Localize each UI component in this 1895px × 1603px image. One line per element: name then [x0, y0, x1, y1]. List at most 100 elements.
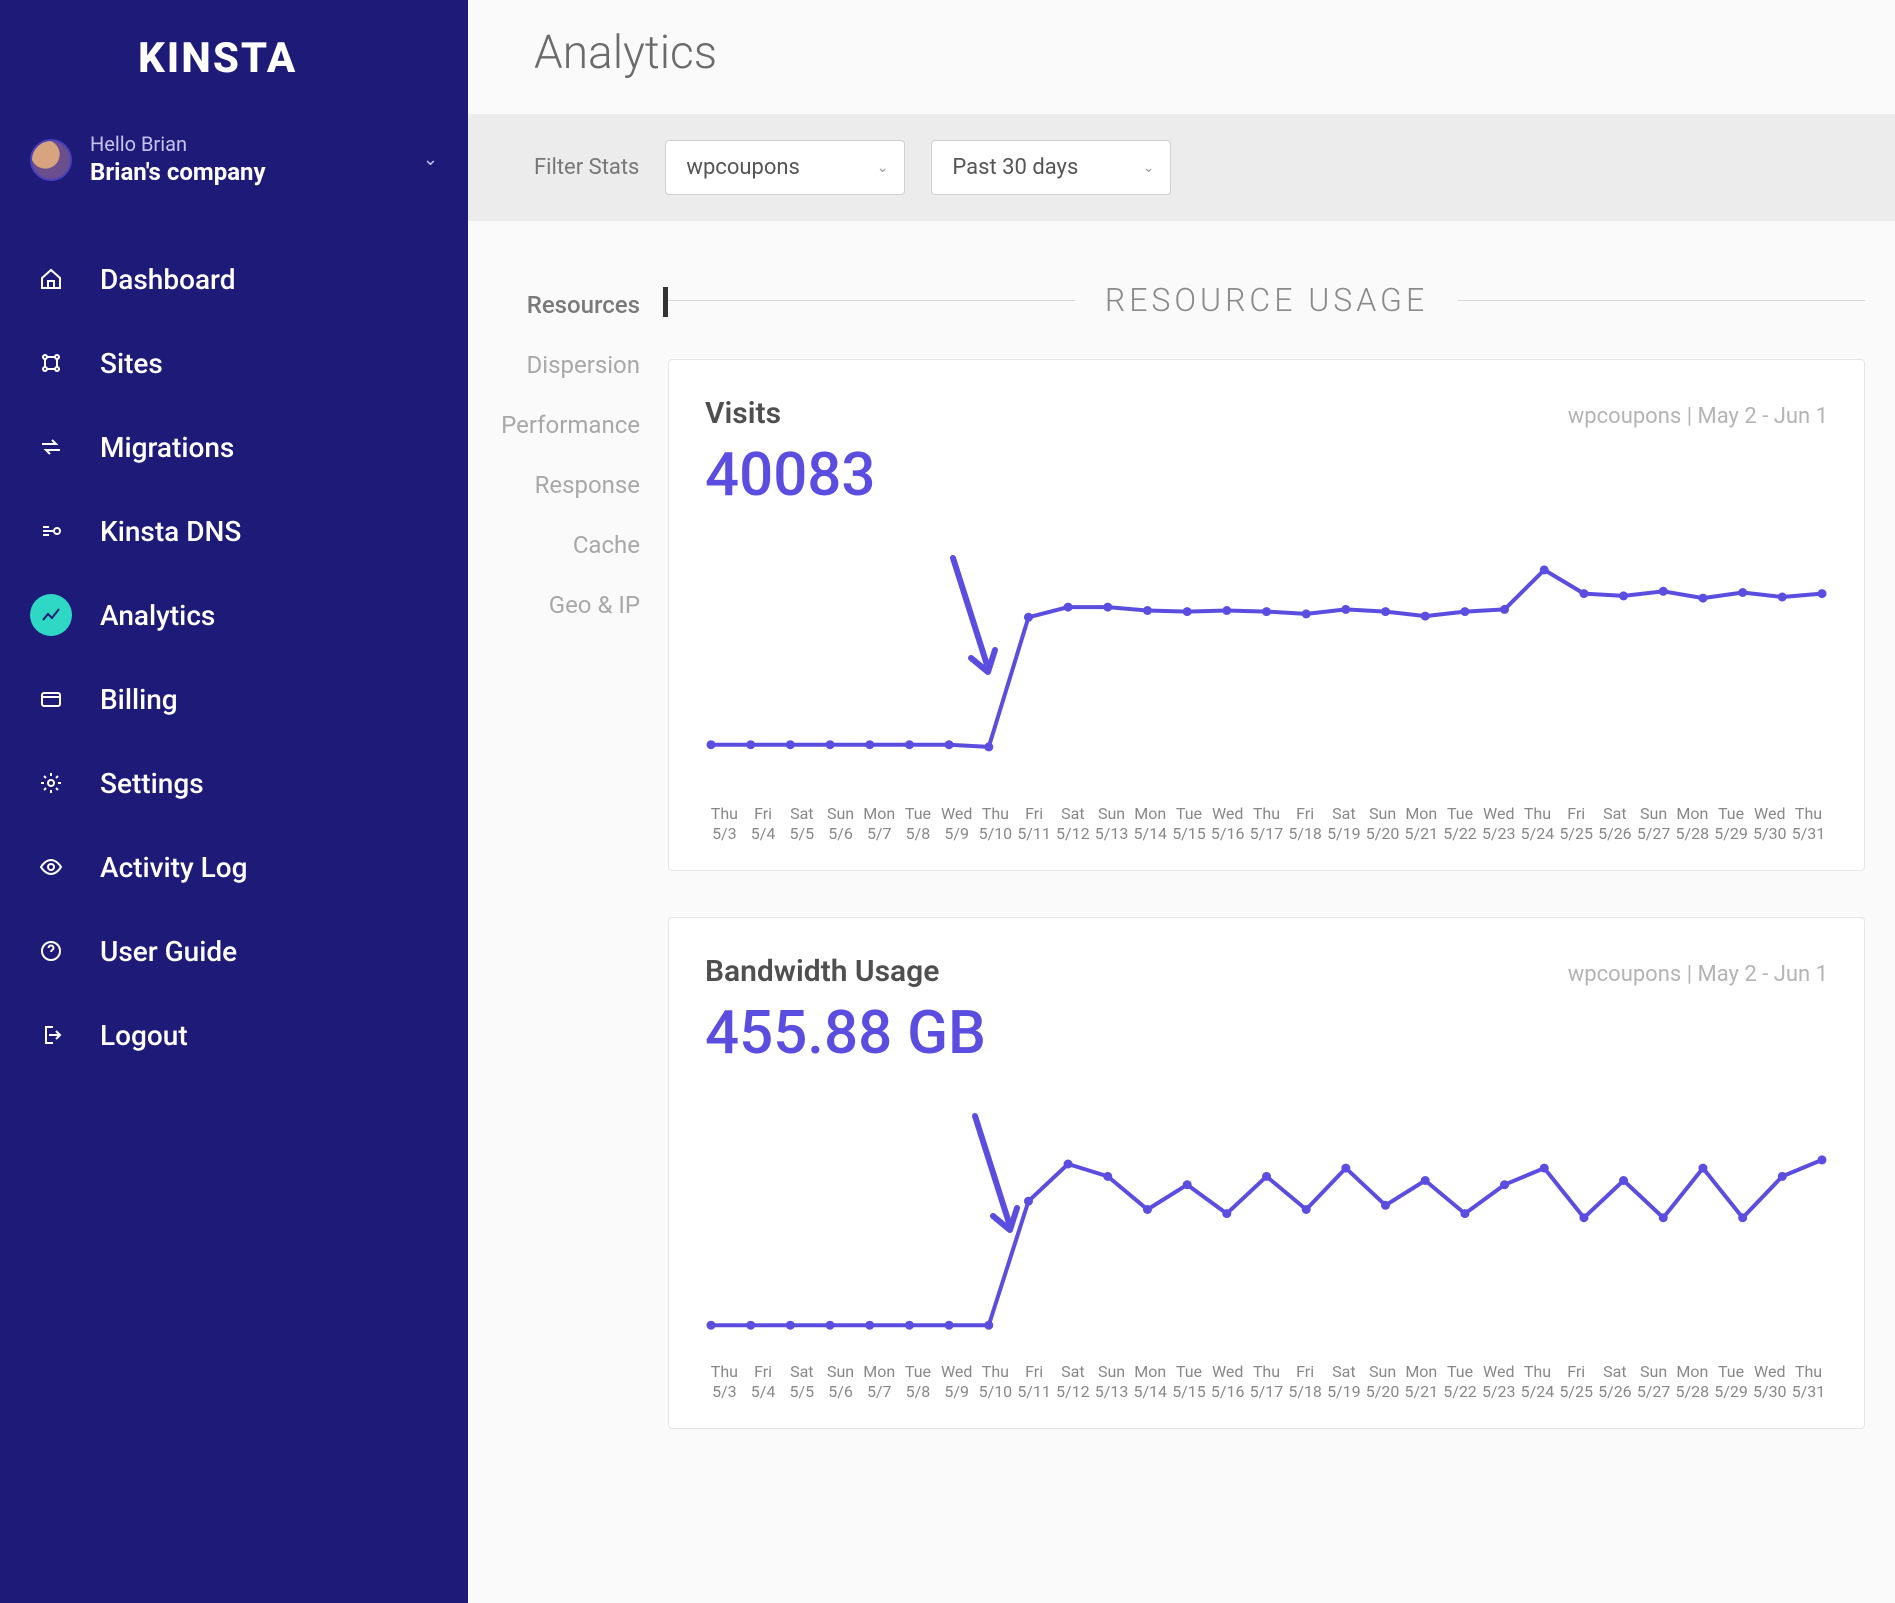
axis-tick: Mon5/21 — [1402, 1362, 1441, 1402]
visits-meta: wpcoupons | May 2 - Jun 1 — [1568, 404, 1828, 429]
chevron-down-icon: ⌄ — [877, 160, 889, 176]
user-greeting: Hello Brian — [90, 131, 405, 157]
sidebar-item-label: Migrations — [100, 431, 234, 464]
axis-tick: Wed5/23 — [1479, 1362, 1518, 1402]
axis-tick: Wed5/9 — [937, 804, 976, 844]
chevron-down-icon: ⌄ — [1143, 160, 1155, 176]
axis-tick: Tue5/8 — [899, 804, 938, 844]
axis-tick: Fri5/18 — [1286, 804, 1325, 844]
account-switcher[interactable]: Hello Brian Brian's company ⌄ — [0, 113, 468, 218]
axis-tick: Mon5/7 — [860, 804, 899, 844]
sidebar-item-label: Settings — [100, 767, 204, 800]
sidebar-item-analytics[interactable]: Analytics — [0, 574, 468, 656]
sidebar-item-dashboard[interactable]: Dashboard — [0, 238, 468, 320]
axis-tick: Sun5/13 — [1092, 804, 1131, 844]
divider — [668, 300, 1075, 301]
axis-tick: Fri5/25 — [1557, 1362, 1596, 1402]
avatar — [30, 139, 72, 181]
migrate-icon — [30, 426, 72, 468]
axis-tick: Thu5/31 — [1789, 1362, 1828, 1402]
axis-tick: Sun5/6 — [821, 1362, 860, 1402]
axis-tick: Sun5/20 — [1363, 804, 1402, 844]
axis-tick: Mon5/7 — [860, 1362, 899, 1402]
subnav-item-performance[interactable]: Performance — [501, 411, 640, 439]
axis-tick: Fri5/11 — [1015, 1362, 1054, 1402]
bandwidth-card: Bandwidth Usage wpcoupons | May 2 - Jun … — [668, 917, 1865, 1429]
axis-tick: Sun5/27 — [1634, 804, 1673, 844]
user-company: Brian's company — [90, 157, 405, 188]
sidebar-item-billing[interactable]: Billing — [0, 658, 468, 740]
axis-tick: Mon5/14 — [1131, 1362, 1170, 1402]
subnav-item-geoip[interactable]: Geo & IP — [549, 591, 640, 619]
sidebar-item-label: Kinsta DNS — [100, 515, 241, 548]
visits-card: Visits wpcoupons | May 2 - Jun 1 40083 T… — [668, 359, 1865, 871]
bandwidth-chart: Thu5/3Fri5/4Sat5/5Sun5/6Mon5/7Tue5/8Wed5… — [705, 1096, 1828, 1402]
sites-icon — [30, 342, 72, 384]
axis-tick: Sun5/6 — [821, 804, 860, 844]
sidebar-item-guide[interactable]: User Guide — [0, 910, 468, 992]
sidebar-item-migrations[interactable]: Migrations — [0, 406, 468, 488]
sidebar-item-settings[interactable]: Settings — [0, 742, 468, 824]
axis-tick: Sat5/26 — [1596, 1362, 1635, 1402]
sidebar-item-label: Dashboard — [100, 263, 235, 296]
axis-tick: Mon5/14 — [1131, 804, 1170, 844]
axis-tick: Thu5/24 — [1518, 1362, 1557, 1402]
axis-tick: Wed5/9 — [937, 1362, 976, 1402]
sidebar-item-sites[interactable]: Sites — [0, 322, 468, 404]
axis-tick: Fri5/11 — [1015, 804, 1054, 844]
axis-tick: Tue5/22 — [1441, 1362, 1480, 1402]
sidebar-item-label: User Guide — [100, 935, 237, 968]
analytics-icon — [30, 594, 72, 636]
chevron-down-icon: ⌄ — [423, 149, 438, 170]
panel-area: RESOURCE USAGE Visits wpcoupons | May 2 … — [668, 281, 1895, 1603]
axis-tick: Wed5/30 — [1750, 804, 1789, 844]
bandwidth-value: 455.88 GB — [705, 997, 1828, 1068]
sidebar-item-label: Activity Log — [100, 851, 248, 884]
subnav-item-cache[interactable]: Cache — [573, 531, 640, 559]
site-select[interactable]: wpcoupons ⌄ — [665, 140, 905, 195]
axis-tick: Tue5/8 — [899, 1362, 938, 1402]
eye-icon — [30, 846, 72, 888]
axis-tick: Sun5/13 — [1092, 1362, 1131, 1402]
sidebar-item-activity[interactable]: Activity Log — [0, 826, 468, 908]
axis-tick: Sat5/5 — [782, 804, 821, 844]
axis-tick: Fri5/4 — [744, 804, 783, 844]
axis-tick: Tue5/29 — [1712, 804, 1751, 844]
axis-tick: Fri5/18 — [1286, 1362, 1325, 1402]
axis-tick: Wed5/23 — [1479, 804, 1518, 844]
axis-tick: Thu5/17 — [1247, 804, 1286, 844]
site-select-value: wpcoupons — [686, 155, 799, 180]
divider — [1458, 300, 1865, 301]
bandwidth-title: Bandwidth Usage — [705, 954, 939, 989]
period-select[interactable]: Past 30 days ⌄ — [931, 140, 1171, 195]
axis-tick: Sat5/19 — [1325, 1362, 1364, 1402]
visits-title: Visits — [705, 396, 781, 431]
logout-icon — [30, 1014, 72, 1056]
page-title: Analytics — [468, 0, 1895, 114]
card-icon — [30, 678, 72, 720]
axis-tick: Thu5/31 — [1789, 804, 1828, 844]
axis-tick: Sat5/5 — [782, 1362, 821, 1402]
sidebar-item-logout[interactable]: Logout — [0, 994, 468, 1076]
analytics-subnav: Resources Dispersion Performance Response Ca… — [468, 281, 668, 1603]
subnav-item-resources[interactable]: Resources — [527, 291, 640, 319]
home-icon — [30, 258, 72, 300]
axis-tick: Tue5/15 — [1170, 1362, 1209, 1402]
axis-tick: Fri5/25 — [1557, 804, 1596, 844]
subnav-item-response[interactable]: Response — [535, 471, 640, 499]
visits-chart: Thu5/3Fri5/4Sat5/5Sun5/6Mon5/7Tue5/8Wed5… — [705, 538, 1828, 844]
axis-tick: Sun5/20 — [1363, 1362, 1402, 1402]
axis-tick: Sat5/12 — [1053, 1362, 1092, 1402]
help-icon — [30, 930, 72, 972]
axis-tick: Mon5/28 — [1673, 804, 1712, 844]
axis-tick: Wed5/16 — [1208, 1362, 1247, 1402]
subnav-item-dispersion[interactable]: Dispersion — [527, 351, 640, 379]
gear-icon — [30, 762, 72, 804]
bandwidth-axis: Thu5/3Fri5/4Sat5/5Sun5/6Mon5/7Tue5/8Wed5… — [705, 1362, 1828, 1402]
sidebar: KINSTA Hello Brian Brian's company ⌄ Das… — [0, 0, 468, 1603]
brand-logo: KINSTA — [0, 20, 468, 113]
sidebar-item-label: Logout — [100, 1019, 188, 1052]
axis-tick: Thu5/3 — [705, 1362, 744, 1402]
sidebar-item-dns[interactable]: Kinsta DNS — [0, 490, 468, 572]
axis-tick: Thu5/10 — [976, 804, 1015, 844]
